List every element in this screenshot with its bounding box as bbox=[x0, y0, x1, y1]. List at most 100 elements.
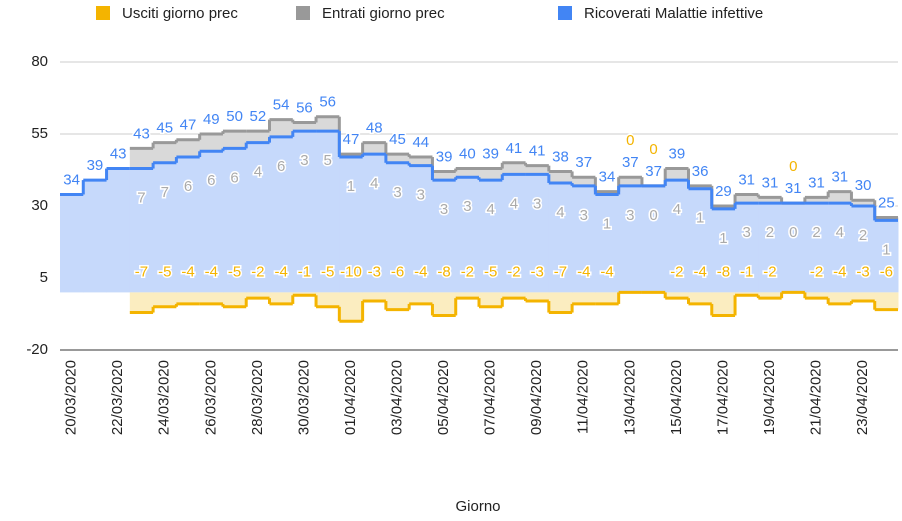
gray-value-label: 4 bbox=[254, 164, 262, 181]
blue-value-label: 52 bbox=[250, 108, 267, 125]
gold-value-label: -2 bbox=[251, 263, 264, 280]
blue-value-label: 47 bbox=[180, 117, 197, 134]
x-tick-label: 26/03/2020 bbox=[202, 360, 219, 435]
gray-value-label: 3 bbox=[440, 201, 448, 218]
gray-value-label: 3 bbox=[300, 152, 308, 169]
blue-value-label: 30 bbox=[855, 177, 872, 194]
gray-value-label: 5 bbox=[324, 152, 332, 169]
x-tick-label: 13/04/2020 bbox=[621, 360, 638, 435]
legend-label: Usciti giorno prec bbox=[122, 5, 238, 22]
gold-value-label: -10 bbox=[340, 263, 362, 280]
gold-value-label: -6 bbox=[880, 263, 893, 280]
x-tick-label: 03/04/2020 bbox=[388, 360, 405, 435]
blue-value-label: 39 bbox=[669, 146, 686, 163]
gold-area bbox=[129, 292, 154, 313]
gold-area bbox=[572, 292, 596, 304]
gold-area bbox=[362, 292, 387, 302]
gold-area bbox=[874, 292, 899, 310]
legend-swatch bbox=[558, 6, 572, 20]
legend-swatch bbox=[296, 6, 310, 20]
gray-area bbox=[269, 119, 294, 137]
gold-value-label: -2 bbox=[810, 263, 823, 280]
gray-area bbox=[572, 177, 596, 186]
gray-area bbox=[455, 168, 480, 178]
gold-area bbox=[828, 292, 852, 304]
blue-area bbox=[83, 180, 108, 293]
gold-area bbox=[804, 292, 829, 299]
gold-area bbox=[222, 292, 247, 307]
gray-value-label: 6 bbox=[184, 178, 192, 195]
gray-value-label: 3 bbox=[533, 195, 541, 212]
blue-value-label: 40 bbox=[459, 146, 476, 163]
blue-area bbox=[339, 157, 364, 293]
blue-value-label: 38 bbox=[552, 148, 569, 165]
y-tick-label: 5 bbox=[40, 269, 48, 286]
blue-value-label: 31 bbox=[762, 174, 779, 191]
blue-value-label: 37 bbox=[622, 154, 639, 171]
gold-value-label: -6 bbox=[391, 263, 404, 280]
blue-area bbox=[455, 177, 480, 293]
blue-area bbox=[735, 203, 759, 293]
blue-value-label: 31 bbox=[785, 180, 802, 197]
x-tick-label: 22/03/2020 bbox=[109, 360, 126, 435]
blue-value-label: 37 bbox=[575, 154, 592, 171]
gray-value-label: 6 bbox=[207, 172, 215, 189]
x-tick-label: 11/04/2020 bbox=[575, 360, 592, 434]
gray-value-label: 4 bbox=[836, 224, 844, 241]
blue-value-label: 47 bbox=[343, 131, 360, 148]
blue-value-label: 48 bbox=[366, 120, 383, 137]
blue-value-label: 41 bbox=[529, 143, 546, 160]
gold-value-label: -5 bbox=[158, 263, 171, 280]
gold-value-label: -4 bbox=[274, 263, 287, 280]
blue-area bbox=[828, 203, 852, 293]
gold-value-label: -4 bbox=[577, 263, 590, 280]
gray-value-label: 4 bbox=[486, 201, 494, 218]
gray-area bbox=[479, 168, 503, 181]
blue-area bbox=[781, 203, 806, 293]
gold-value-label: -2 bbox=[670, 263, 683, 280]
blue-value-label: 37 bbox=[645, 163, 662, 180]
blue-area bbox=[548, 182, 573, 293]
gold-area bbox=[665, 292, 689, 299]
gray-value-label: 1 bbox=[347, 178, 355, 195]
gold-value-label: -5 bbox=[321, 263, 334, 280]
gray-value-label: 3 bbox=[743, 224, 751, 241]
x-axis-title: Giorno bbox=[455, 498, 500, 515]
blue-value-label: 50 bbox=[226, 108, 243, 125]
blue-value-label: 39 bbox=[482, 146, 499, 163]
gray-area bbox=[735, 194, 759, 204]
gray-value-label: 0 bbox=[649, 207, 657, 224]
x-tick-label: 15/04/2020 bbox=[668, 360, 685, 435]
gray-area bbox=[222, 131, 247, 149]
gray-value-label: 3 bbox=[393, 184, 401, 201]
blue-value-label: 45 bbox=[389, 131, 406, 148]
y-tick-label: 30 bbox=[31, 197, 48, 214]
gold-area bbox=[455, 292, 480, 299]
blue-area bbox=[618, 185, 643, 293]
blue-area bbox=[479, 180, 503, 293]
blue-area bbox=[60, 194, 84, 293]
x-tick-label: 24/03/2020 bbox=[156, 360, 173, 435]
gold-value-label: -8 bbox=[717, 263, 730, 280]
blue-area bbox=[641, 185, 666, 293]
blue-area bbox=[502, 174, 527, 293]
blue-value-label: 31 bbox=[831, 169, 848, 186]
gold-area bbox=[548, 292, 573, 313]
gray-area bbox=[758, 197, 783, 204]
gray-area bbox=[153, 142, 177, 163]
gold-value-label: -4 bbox=[600, 263, 613, 280]
blue-area bbox=[153, 162, 177, 293]
gold-value-label: -3 bbox=[856, 263, 869, 280]
gray-area bbox=[851, 200, 876, 206]
gold-area bbox=[269, 292, 294, 304]
blue-value-label: 31 bbox=[808, 174, 825, 191]
blue-area bbox=[711, 208, 736, 293]
gray-value-label: 3 bbox=[626, 207, 634, 224]
gold-area bbox=[851, 292, 876, 302]
gold-value-label: -2 bbox=[763, 263, 776, 280]
gray-value-label: 6 bbox=[230, 169, 238, 186]
blue-area bbox=[432, 180, 457, 293]
gray-value-label: 2 bbox=[766, 224, 774, 241]
blue-area bbox=[595, 194, 620, 293]
legend-label: Ricoverati Malattie infettive bbox=[584, 5, 763, 22]
